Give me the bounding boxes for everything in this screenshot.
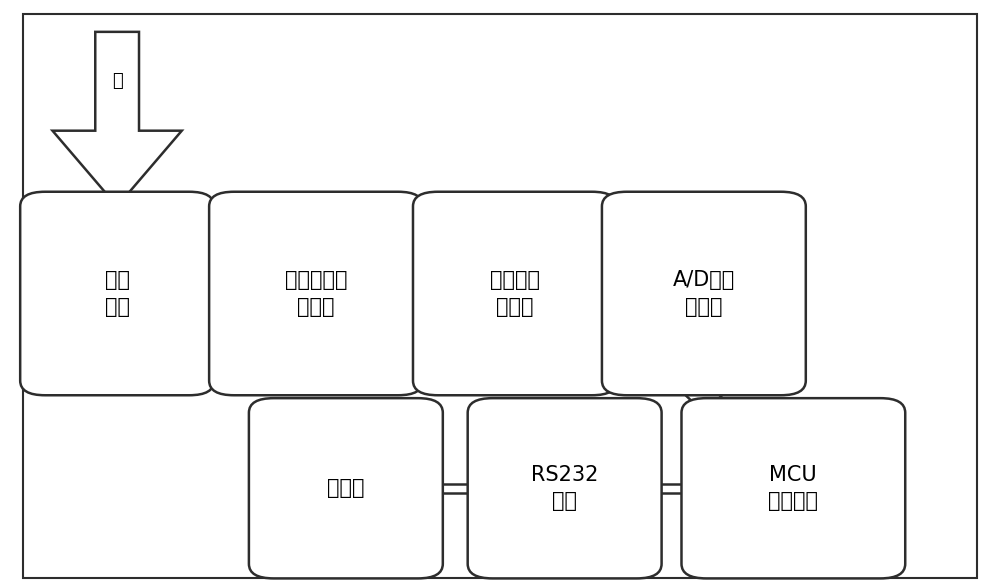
- Text: MCU
微处理器: MCU 微处理器: [768, 465, 818, 511]
- FancyBboxPatch shape: [602, 192, 806, 395]
- Text: 碰撞
钢盖: 碰撞 钢盖: [105, 270, 130, 317]
- Polygon shape: [649, 360, 759, 413]
- Text: 电荷信号
放大器: 电荷信号 放大器: [490, 270, 540, 317]
- FancyBboxPatch shape: [249, 398, 443, 578]
- Text: RS232
串口: RS232 串口: [531, 465, 598, 511]
- FancyBboxPatch shape: [681, 398, 905, 578]
- Text: 计算机: 计算机: [327, 478, 365, 498]
- Text: A/D模数
转换器: A/D模数 转换器: [673, 270, 735, 317]
- FancyBboxPatch shape: [20, 192, 214, 395]
- FancyBboxPatch shape: [209, 192, 423, 395]
- Text: 雨: 雨: [112, 72, 123, 90]
- FancyBboxPatch shape: [413, 192, 617, 395]
- Polygon shape: [53, 32, 182, 206]
- Text: 压电加速度
传感器: 压电加速度 传感器: [285, 270, 347, 317]
- FancyBboxPatch shape: [468, 398, 662, 578]
